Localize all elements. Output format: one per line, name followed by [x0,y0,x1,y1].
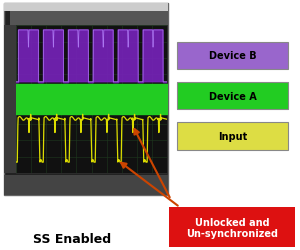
Text: Input: Input [218,131,247,141]
Text: Unlocked and
Un-synchronized: Unlocked and Un-synchronized [187,217,278,238]
Text: Device B: Device B [209,51,256,61]
Text: Device A: Device A [208,91,256,101]
Text: SS Enabled: SS Enabled [33,232,111,245]
